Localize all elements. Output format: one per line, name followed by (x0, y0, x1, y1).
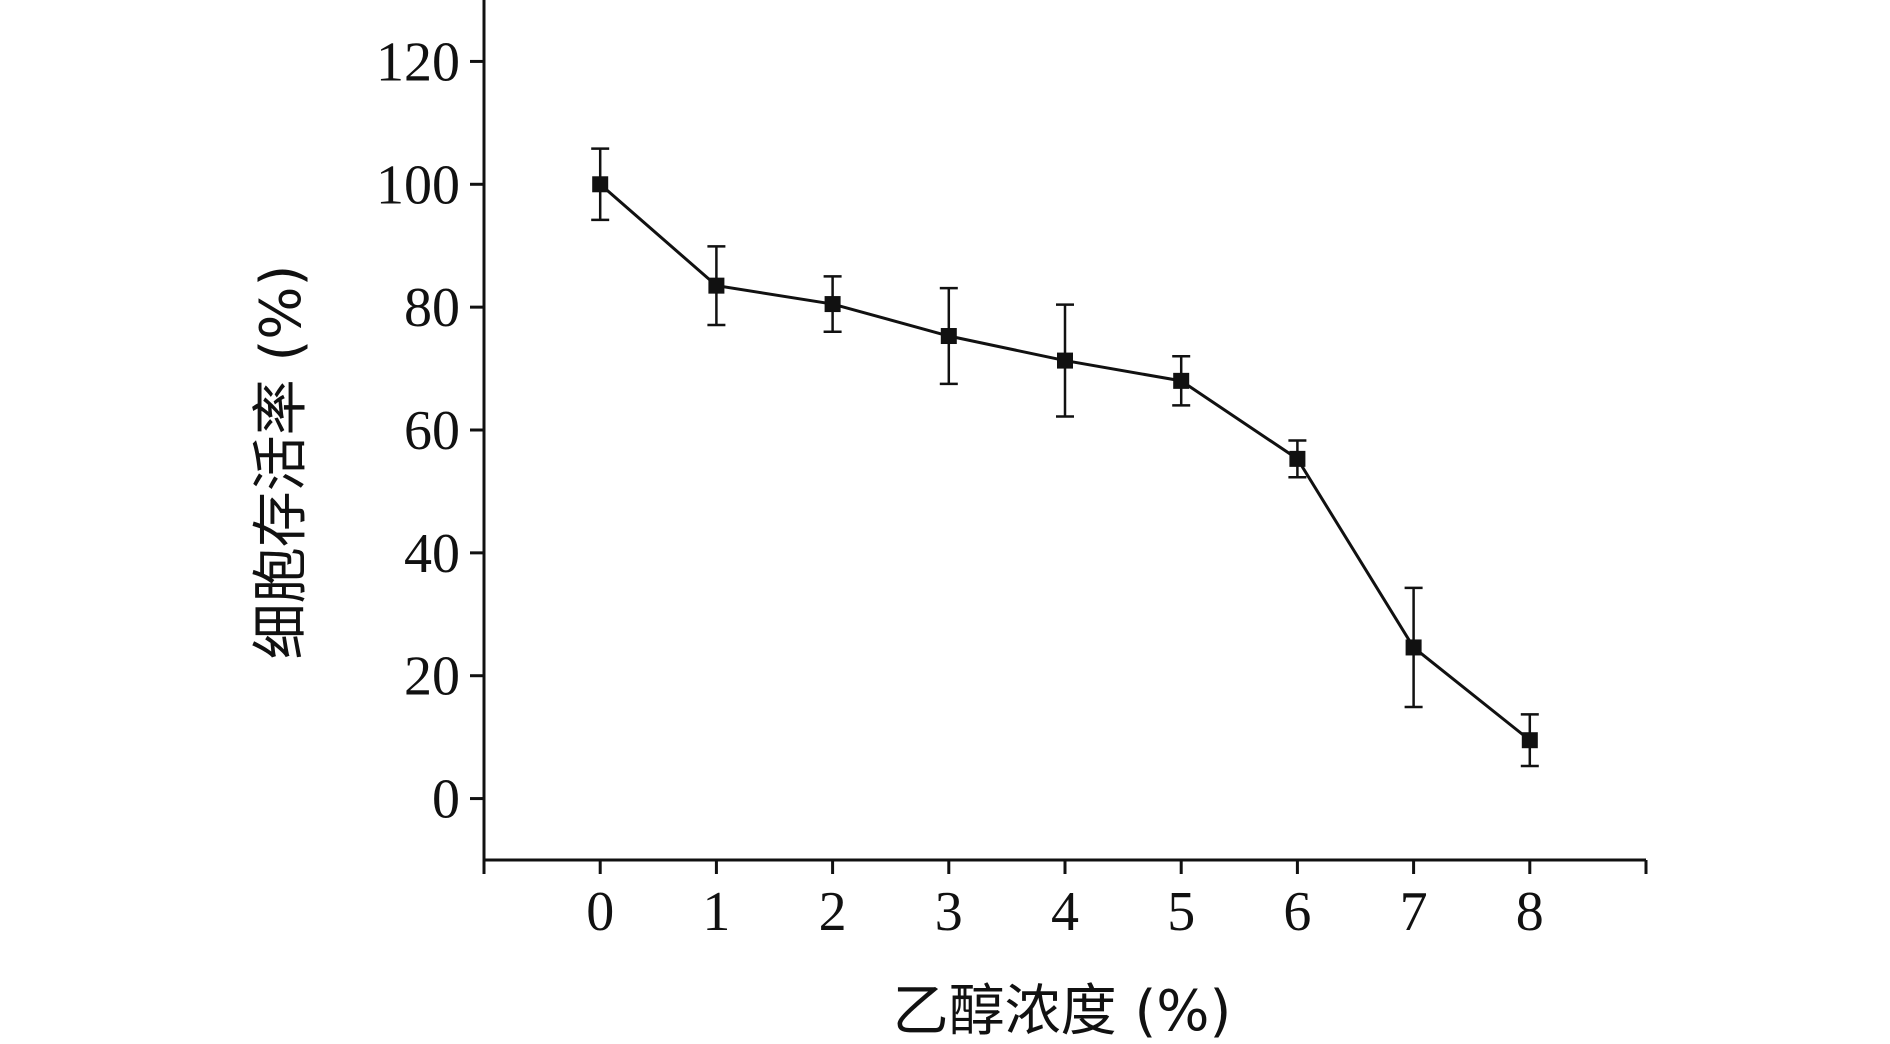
plot-area: 0 20 40 60 80 100 120 0 1 2 3 4 5 6 7 8 (376, 0, 1648, 943)
y-axis-title: 细胞存活率 (%) (249, 265, 314, 660)
y-tick-label: 80 (404, 277, 460, 339)
x-tick-label: 3 (935, 881, 963, 943)
data-point (940, 328, 957, 345)
data-point (824, 296, 841, 313)
y-tick-label: 60 (404, 400, 460, 462)
data-point (592, 176, 609, 193)
x-tick-label: 5 (1167, 881, 1195, 943)
x-axis-title: 乙醇浓度 (%) (893, 979, 1232, 1044)
x-tick-label: 4 (1051, 881, 1079, 943)
data-point (1521, 732, 1538, 749)
x-tick-label: 1 (702, 881, 730, 943)
y-tick-label: 120 (376, 31, 460, 93)
data-point (1173, 372, 1190, 389)
series-line (599, 183, 1531, 742)
y-tick-label: 0 (432, 769, 460, 831)
y-tick-label: 20 (404, 646, 460, 708)
x-tick-label: 7 (1400, 881, 1428, 943)
x-tick-label: 8 (1516, 881, 1544, 943)
x-tick-label: 2 (819, 881, 847, 943)
data-point (1405, 639, 1422, 656)
x-tick-label: 0 (586, 881, 614, 943)
data-point (1289, 450, 1306, 467)
data-point (708, 277, 725, 294)
x-tick-label: 6 (1283, 881, 1311, 943)
y-tick-label: 100 (376, 154, 460, 216)
y-tick-label: 40 (404, 523, 460, 585)
data-point (1057, 352, 1073, 369)
